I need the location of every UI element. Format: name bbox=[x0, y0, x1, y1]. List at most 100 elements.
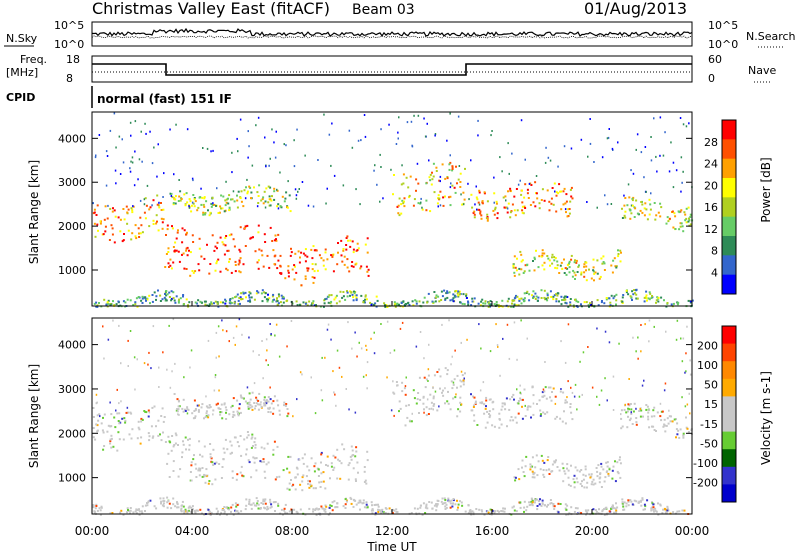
echo-cell bbox=[530, 184, 533, 186]
echo-cell bbox=[244, 291, 247, 294]
echo-cell bbox=[630, 500, 633, 503]
echo-cell bbox=[663, 424, 666, 427]
echo-cell bbox=[186, 254, 189, 257]
echo-cell bbox=[215, 461, 218, 464]
echo-cell bbox=[516, 295, 519, 298]
echo-cell bbox=[160, 502, 162, 505]
echo-cell bbox=[252, 502, 255, 505]
echo-cell bbox=[255, 292, 258, 295]
echo-cell bbox=[286, 487, 289, 490]
echo-cell bbox=[190, 479, 193, 482]
echo-cell bbox=[424, 512, 427, 514]
echo-cell bbox=[201, 455, 204, 458]
echo-cell bbox=[209, 514, 212, 516]
echo-cell bbox=[349, 290, 352, 293]
echo-cell bbox=[235, 505, 238, 508]
echo-cell bbox=[170, 297, 173, 300]
echo-cell bbox=[546, 294, 549, 297]
echo-cell bbox=[131, 232, 134, 235]
echo-cell bbox=[364, 295, 367, 298]
echo-cell bbox=[178, 298, 180, 301]
echo-cell bbox=[452, 502, 454, 505]
echo-cell bbox=[616, 461, 619, 464]
noise-cell bbox=[686, 403, 689, 406]
echo-cell bbox=[262, 498, 265, 501]
echo-cell bbox=[131, 209, 134, 212]
echo-cell bbox=[166, 496, 169, 499]
noise-cell bbox=[405, 376, 407, 379]
noise-cell bbox=[386, 376, 388, 379]
echo-cell bbox=[647, 418, 650, 421]
echo-cell bbox=[237, 414, 240, 417]
echo-cell bbox=[239, 302, 241, 305]
echo-cell bbox=[413, 507, 416, 510]
echo-cell bbox=[557, 502, 560, 505]
noise-cell bbox=[260, 401, 262, 404]
noise-cell bbox=[610, 203, 613, 205]
noise-cell bbox=[596, 395, 598, 398]
echo-cell bbox=[205, 475, 208, 478]
power-colorbar-tick: 16 bbox=[704, 201, 718, 214]
echo-cell bbox=[211, 196, 214, 199]
echo-cell bbox=[297, 250, 300, 253]
echo-cell bbox=[182, 303, 185, 306]
echo-cell bbox=[489, 303, 492, 306]
echo-cell bbox=[532, 201, 535, 204]
noise-cell bbox=[612, 375, 615, 378]
time-tick-label: 00:00 bbox=[675, 524, 710, 538]
echo-cell bbox=[198, 237, 201, 240]
echo-cell bbox=[247, 300, 250, 303]
echo-cell bbox=[366, 270, 369, 273]
echo-cell bbox=[172, 460, 175, 463]
echo-cell bbox=[164, 441, 167, 443]
echo-cell bbox=[641, 498, 644, 501]
echo-cell bbox=[676, 510, 679, 513]
echo-cell bbox=[544, 504, 546, 507]
echo-cell bbox=[321, 507, 324, 510]
echo-cell bbox=[351, 240, 354, 243]
noise-cell bbox=[611, 147, 614, 150]
echo-cell bbox=[442, 196, 445, 199]
echo-cell bbox=[448, 291, 451, 294]
noise-cell bbox=[170, 195, 173, 197]
echo-cell bbox=[126, 211, 129, 214]
echo-cell bbox=[559, 390, 562, 393]
echo-cell bbox=[434, 300, 437, 303]
echo-cell bbox=[676, 433, 679, 436]
echo-cell bbox=[563, 187, 566, 190]
echo-cell bbox=[438, 197, 441, 200]
echo-cell bbox=[277, 293, 280, 296]
noise-cell bbox=[186, 128, 189, 131]
velocity-ytick-label: 2000 bbox=[58, 427, 86, 440]
noise-cell bbox=[519, 179, 521, 182]
noise-cell bbox=[636, 133, 639, 136]
echo-cell bbox=[477, 201, 480, 204]
noise-cell bbox=[143, 362, 146, 365]
echo-cell bbox=[523, 300, 525, 303]
echo-cell bbox=[663, 299, 665, 302]
echo-cell bbox=[209, 456, 212, 459]
echo-cell bbox=[484, 300, 487, 303]
echo-cell bbox=[514, 479, 517, 482]
echo-cell bbox=[214, 300, 217, 303]
noise-cell bbox=[293, 165, 296, 168]
echo-cell bbox=[564, 301, 567, 304]
echo-cell bbox=[275, 239, 278, 242]
echo-cell bbox=[97, 419, 100, 422]
echo-cell bbox=[632, 293, 635, 296]
noise-cell bbox=[278, 355, 281, 358]
echo-cell bbox=[644, 508, 646, 511]
echo-cell bbox=[174, 241, 177, 244]
echo-cell bbox=[487, 301, 490, 304]
echo-cell bbox=[239, 250, 242, 253]
echo-cell bbox=[524, 207, 527, 209]
echo-cell bbox=[200, 255, 203, 258]
echo-cell bbox=[169, 258, 172, 261]
echo-cell bbox=[569, 200, 572, 203]
echo-cell bbox=[257, 224, 260, 227]
echo-cell bbox=[271, 295, 274, 298]
echo-cell bbox=[441, 295, 444, 298]
echo-cell bbox=[460, 501, 463, 504]
echo-cell bbox=[227, 506, 230, 509]
